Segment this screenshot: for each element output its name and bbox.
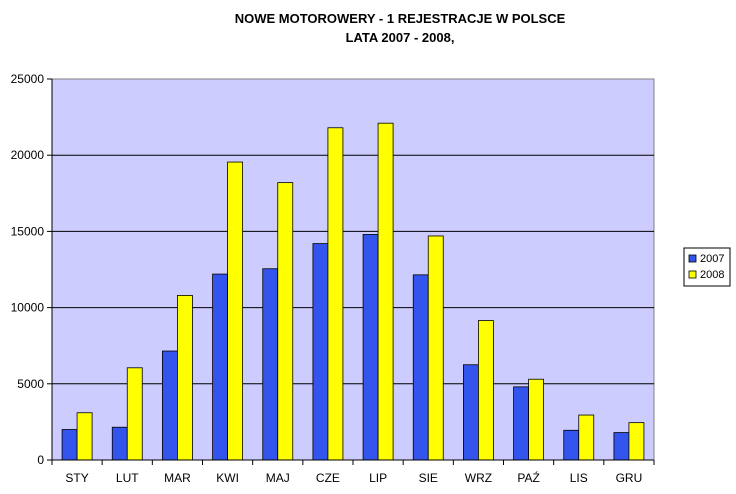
bar-2008-lut [126, 367, 143, 461]
x-tick-label: MAR [164, 471, 191, 485]
bar-2008-cze [327, 127, 344, 461]
y-tick-label: 15000 [11, 224, 45, 238]
x-tick-label: STY [65, 471, 88, 485]
x-tick-label: LIP [369, 471, 387, 485]
bar-2007-sie [412, 274, 429, 461]
x-tick-label: WRZ [465, 471, 492, 485]
x-tick-label: GRU [616, 471, 643, 485]
bar-2008-lis [578, 414, 595, 461]
x-tick-label: CZE [316, 471, 340, 485]
chart-title: NOWE MOTOROWERY - 1 REJESTRACJE W POLSCE [234, 11, 566, 26]
x-tick-label: SIE [419, 471, 438, 485]
bar-2008-lip [377, 122, 394, 461]
y-tick-label: 5000 [17, 377, 44, 391]
bar-2007-wrz [463, 364, 479, 461]
bar-2007-lut [111, 426, 128, 461]
y-tick-label: 0 [37, 453, 44, 467]
legend [683, 247, 731, 287]
bar-2008-mar [177, 295, 193, 461]
x-tick-label: LIS [570, 471, 588, 485]
bar-2007-paź [513, 386, 529, 461]
plot-area [51, 78, 655, 461]
bar-2008-paź [528, 378, 544, 461]
bar-2008-wrz [478, 320, 494, 461]
x-tick-label: LUT [116, 471, 139, 485]
y-tick-label: 20000 [11, 148, 45, 162]
bar-2007-cze [312, 243, 329, 461]
legend-swatch-2007 [688, 254, 697, 263]
x-tick-label: MAJ [266, 471, 290, 485]
bar-2007-kwi [212, 273, 228, 461]
y-tick-label: 10000 [11, 301, 45, 315]
bar-2007-lis [563, 429, 580, 461]
bar-2007-lip [362, 234, 379, 461]
legend-label-2008: 2008 [700, 269, 724, 281]
bar-2008-gru [628, 422, 645, 461]
bar-2008-maj [277, 182, 294, 461]
chart-title-block: NOWE MOTOROWERY - 1 REJESTRACJE W POLSCE… [0, 9, 736, 47]
bar-2008-sty [76, 412, 93, 461]
legend-label-2007: 2007 [700, 253, 724, 265]
legend-swatch-2008 [688, 270, 697, 279]
bar-2007-mar [162, 350, 178, 461]
bar-2007-sty [61, 429, 78, 461]
x-tick-label: PAŹ [517, 470, 539, 485]
bar-2008-kwi [227, 161, 243, 461]
y-tick-label: 25000 [11, 72, 45, 86]
bar-2007-maj [262, 268, 279, 461]
bar-2008-sie [427, 235, 444, 461]
x-tick-label: KWI [216, 471, 239, 485]
bar-2007-gru [613, 432, 630, 461]
chart-subtitle: LATA 2007 - 2008, [345, 30, 455, 45]
